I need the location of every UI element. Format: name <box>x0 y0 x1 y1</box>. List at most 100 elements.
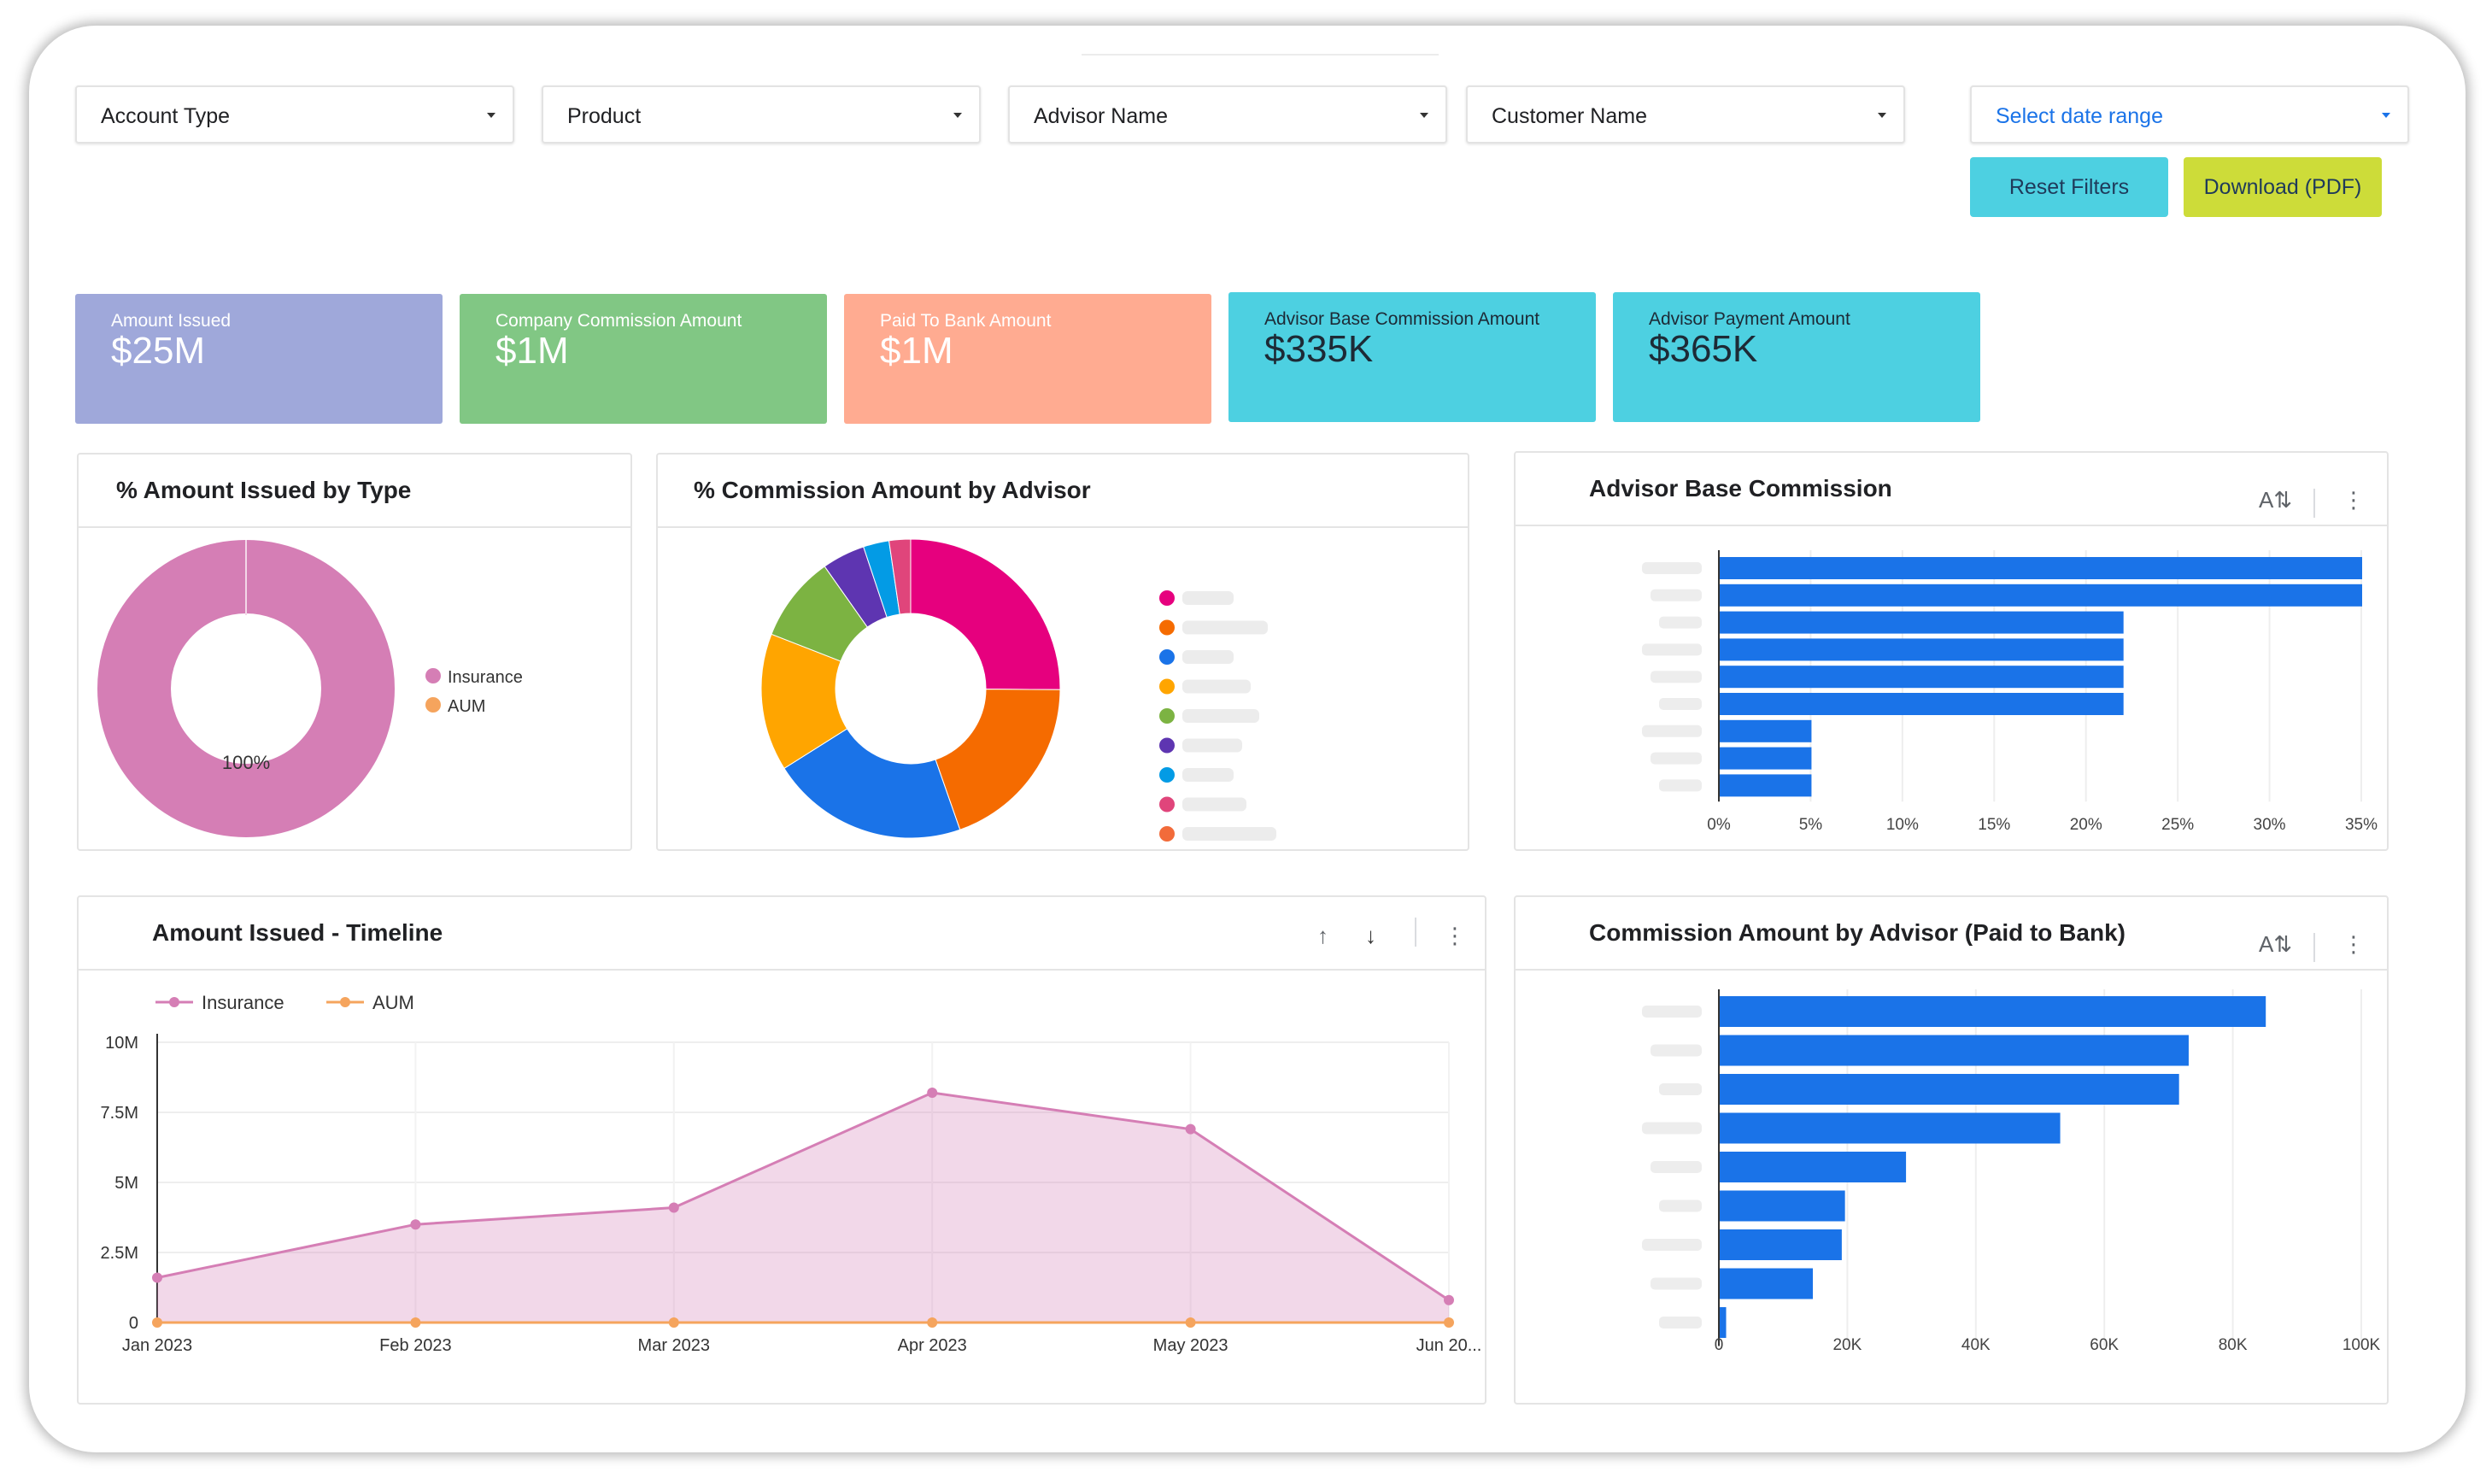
dropdown-arrow-icon <box>1878 113 1886 118</box>
point-aum <box>927 1317 938 1328</box>
account-type-label: Account Type <box>101 104 231 128</box>
category-label-redacted <box>1651 752 1702 765</box>
donut-slice <box>783 728 961 839</box>
category-label-redacted <box>1642 643 1702 656</box>
x-tick-label: Mar 2023 <box>638 1336 711 1355</box>
card-header: Advisor Base Commission A⇅ ⋮ <box>1516 453 2387 526</box>
y-tick-label: 5M <box>114 1174 138 1193</box>
donut-slice <box>935 689 1061 830</box>
card-header: % Commission Amount by Advisor <box>658 455 1468 528</box>
bar <box>1720 719 1812 742</box>
kpi-paid-to-bank: Paid To Bank Amount $1M <box>844 294 1211 424</box>
legend-label-insurance: Insurance <box>202 992 284 1013</box>
legend-dot <box>1159 649 1175 665</box>
point-aum <box>1444 1317 1454 1328</box>
product-dropdown[interactable]: Product <box>542 85 981 144</box>
point-insurance <box>927 1088 938 1099</box>
legend-label-aum: AUM <box>448 697 485 716</box>
x-tick-label: 40K <box>1961 1336 1991 1354</box>
commission-by-advisor-card: % Commission Amount by Advisor <box>656 453 1469 851</box>
reset-filters-button[interactable]: Reset Filters <box>1970 157 2168 217</box>
more-vert-icon[interactable]: ⋮ <box>2342 487 2365 513</box>
dropdown-arrow-icon <box>1420 113 1428 118</box>
bar <box>1720 1307 1727 1338</box>
bar <box>1720 557 2362 579</box>
y-tick-label: 2.5M <box>101 1244 138 1263</box>
x-tick-label: 20% <box>2070 816 2102 834</box>
x-tick-label: 80K <box>2219 1336 2248 1354</box>
legend-dot <box>1159 619 1175 636</box>
kpi-value: $1M <box>495 330 569 372</box>
bar <box>1720 996 2266 1027</box>
bar <box>1720 666 2124 689</box>
category-label-redacted <box>1659 1317 1702 1329</box>
bar <box>1720 611 2124 634</box>
legend-label-redacted <box>1182 709 1259 723</box>
bar <box>1720 1229 1842 1260</box>
date-range-picker[interactable]: Select date range <box>1970 85 2409 144</box>
point-aum <box>1185 1317 1196 1328</box>
category-label-redacted <box>1659 616 1702 629</box>
arrow-up-icon[interactable]: ↑ <box>1317 923 1328 948</box>
kpi-advisor-payment: Advisor Payment Amount $365K <box>1613 292 1980 422</box>
more-vert-icon[interactable]: ⋮ <box>1444 923 1466 948</box>
x-tick-label: 60K <box>2090 1336 2119 1354</box>
y-tick-label: 0 <box>129 1314 138 1333</box>
x-tick-label: Feb 2023 <box>379 1336 452 1355</box>
sort-az-icon[interactable]: A⇅ <box>2259 487 2293 513</box>
area-fill-insurance <box>157 1093 1449 1323</box>
legend-label-redacted <box>1182 768 1234 782</box>
kpi-title: Advisor Payment Amount <box>1649 309 1850 329</box>
category-label-redacted <box>1642 1239 1702 1251</box>
x-tick-label: 30% <box>2254 816 2286 834</box>
donut-data-label: 100% <box>222 752 270 773</box>
kpi-amount-issued: Amount Issued $25M <box>75 294 443 424</box>
dropdown-arrow-icon <box>953 113 962 118</box>
kpi-value: $1M <box>880 330 953 372</box>
bar <box>1720 1190 1845 1222</box>
advisor-name-dropdown[interactable]: Advisor Name <box>1008 85 1447 144</box>
legend-label-redacted <box>1182 797 1246 812</box>
bar <box>1720 1112 2061 1144</box>
arrow-down-icon[interactable]: ↓ <box>1365 923 1376 948</box>
kpi-title: Company Commission Amount <box>495 311 742 331</box>
download-pdf-button[interactable]: Download (PDF) <box>2184 157 2382 217</box>
bar <box>1720 774 1812 797</box>
line-insurance <box>156 1091 1450 1302</box>
customer-name-dropdown[interactable]: Customer Name <box>1466 85 1905 144</box>
advisor-base-commission-card: Advisor Base Commission A⇅ ⋮ 0% 5% 10% 15% 2… <box>1514 451 2389 851</box>
timeline-chart: 0 2.5M 5M 7.5M 10M Jan 2023 Feb 2023 Mar 2023 Ap… <box>101 992 1482 1355</box>
x-tick-label: Apr 2023 <box>898 1336 967 1355</box>
kpi-advisor-base-commission: Advisor Base Commission Amount $335K <box>1228 292 1596 422</box>
header-separator <box>2313 489 2315 518</box>
account-type-dropdown[interactable]: Account Type <box>75 85 514 144</box>
category-label-redacted <box>1651 1161 1702 1173</box>
dropdown-arrow-icon <box>2382 113 2390 118</box>
x-tick-label: 5% <box>1799 816 1823 834</box>
card-title: Advisor Base Commission <box>1589 475 1892 502</box>
card-header: Amount Issued - Timeline ↑ ↓ ⋮ <box>79 897 1485 971</box>
bar <box>1720 693 2124 715</box>
kpi-title: Paid To Bank Amount <box>880 311 1052 331</box>
bar <box>1720 1035 2189 1066</box>
bar <box>1720 1152 1907 1182</box>
product-label: Product <box>567 104 642 128</box>
donut-slice <box>888 538 912 615</box>
x-tick-label: 25% <box>2161 816 2194 834</box>
sort-az-icon[interactable]: A⇅ <box>2259 931 2293 957</box>
more-vert-icon[interactable]: ⋮ <box>2342 931 2365 957</box>
header-separator <box>2313 933 2315 962</box>
category-label-redacted <box>1642 1006 1702 1018</box>
legend-dot <box>1159 708 1175 724</box>
legend-label-redacted <box>1182 738 1242 753</box>
point-insurance <box>668 1202 679 1213</box>
legend-marker-aum <box>340 997 350 1007</box>
bar <box>1720 638 2124 661</box>
x-tick-label: 0% <box>1707 816 1731 834</box>
card-title: Amount Issued - Timeline <box>152 919 443 946</box>
point-insurance <box>1185 1123 1196 1135</box>
point-insurance <box>152 1272 162 1283</box>
legend-dot <box>1159 826 1175 842</box>
x-tick-label: Jun 20... <box>1416 1336 1482 1355</box>
card-header: % Amount Issued by Type <box>79 455 630 528</box>
